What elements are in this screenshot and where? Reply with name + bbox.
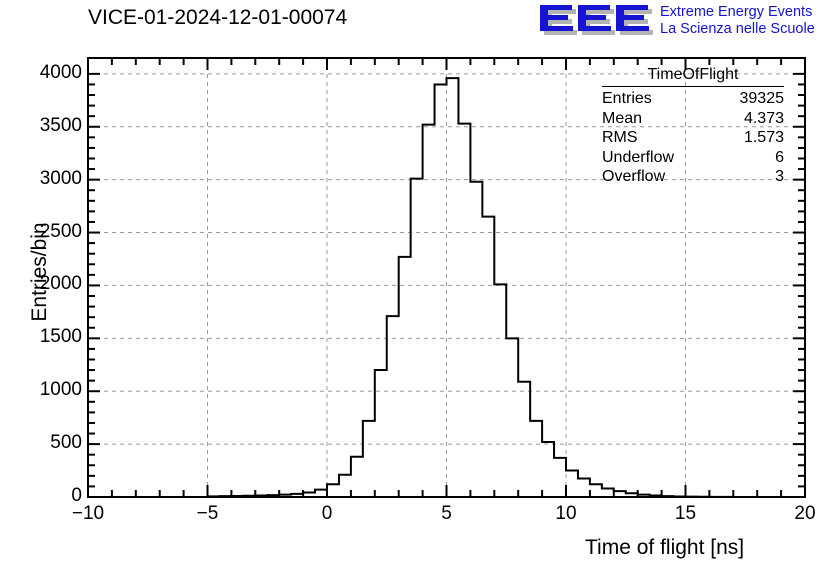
y-tick-label: 2500 (39, 220, 82, 242)
eee-logo-mark (540, 5, 653, 35)
axis-ticks (87, 58, 806, 498)
stats-row-value: 1.573 (743, 129, 784, 146)
page-title: VICE-01-2024-12-01-00074 (88, 6, 348, 29)
stats-row-value: 39325 (739, 90, 785, 107)
y-tick-label: 1500 (39, 326, 82, 348)
stats-row: Entries 39325 (596, 89, 790, 109)
y-tick-label: 3500 (39, 114, 82, 136)
stats-row-key: Underflow (602, 148, 675, 166)
eee-logo-line1: Extreme Energy Events (660, 4, 813, 20)
x-tick-label: 0 (321, 503, 333, 524)
stats-row-value: 6 (775, 148, 784, 166)
y-tick-label: 500 (50, 432, 82, 454)
grid-lines (88, 58, 805, 497)
stats-title: TimeOfFlight (647, 66, 739, 83)
stats-row: Overflow 3 (596, 167, 790, 187)
eee-logo-line2: La Scienza nelle Scuole (660, 20, 815, 37)
x-tick-label: −5 (196, 503, 219, 524)
y-tick-label: 3000 (39, 167, 82, 189)
stats-rows: Entries 39325 Mean 4.373 RMS 1.573 Underflow 6 O… (596, 89, 790, 187)
y-tick-label: 0 (71, 485, 82, 506)
x-axis-title: Time of flight [ns] (585, 536, 745, 559)
stats-box: TimeOfFlight Entries 39325 Mean 4.373 RMS 1.5… (596, 66, 790, 187)
histogram-curve (88, 77, 805, 498)
y-tick-label: 2000 (39, 273, 82, 295)
histogram-step-line (88, 77, 805, 498)
eee-logo-text: Extreme Energy Events La Scienza nelle S… (660, 4, 815, 37)
y-tick-label: 1000 (39, 379, 82, 401)
x-tick-label: 10 (555, 503, 577, 524)
stats-row-key: RMS (602, 129, 638, 146)
stats-row-value: 4.373 (743, 109, 784, 127)
stats-row-key: Overflow (602, 168, 666, 185)
stats-row-key: Entries (602, 90, 652, 107)
stats-divider (602, 86, 784, 87)
stats-row: Underflow 6 (596, 148, 790, 168)
stats-row-key: Mean (602, 109, 643, 127)
x-tick-label: −10 (71, 503, 105, 524)
stats-row: RMS 1.573 (596, 128, 790, 148)
x-tick-label: 20 (794, 503, 816, 524)
stats-row: Mean 4.373 (596, 109, 790, 129)
stats-row-value: 3 (775, 168, 784, 185)
x-tick-label: 5 (441, 503, 452, 524)
eee-logo: Extreme Energy Events La Scienza nelle S… (538, 3, 834, 39)
y-tick-label: 4000 (39, 61, 82, 83)
x-tick-label: 15 (674, 503, 697, 524)
